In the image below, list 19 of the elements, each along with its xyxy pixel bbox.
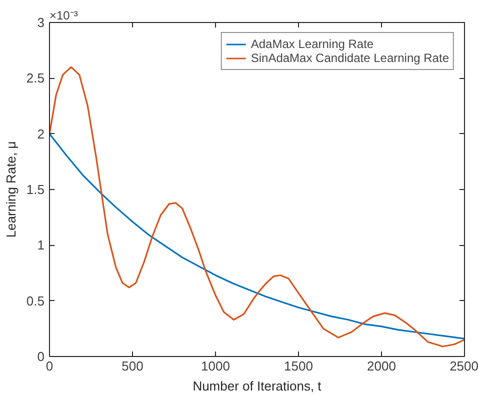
legend-label: SinAdaMax Candidate Learning Rate <box>250 51 449 65</box>
x-tick-label: 2500 <box>450 358 478 374</box>
x-tick-label: 1000 <box>201 358 230 374</box>
y-tick-label: 0 <box>37 349 45 364</box>
y-tick-label: 1.5 <box>26 182 45 197</box>
y-tick-label: 1 <box>37 238 45 253</box>
line-series <box>50 133 464 340</box>
y-tick-label: 0.5 <box>26 293 45 308</box>
x-tick-label: 2000 <box>367 358 396 374</box>
legend-label: AdaMax Learning Rate <box>250 37 374 51</box>
x-tick-label: 1500 <box>284 358 313 374</box>
text: ×10⁻³ <box>50 8 78 22</box>
y-tick-label: 2 <box>37 126 45 142</box>
x-tick-label: 500 <box>122 358 144 374</box>
y-tick-label: 2.5 <box>26 70 45 86</box>
y-tick-label: 3 <box>37 15 45 30</box>
y-axis-title: Learning Rate, μ <box>3 141 18 238</box>
x-axis-title: Number of Iterations, t <box>192 378 322 394</box>
line-series <box>50 66 464 348</box>
